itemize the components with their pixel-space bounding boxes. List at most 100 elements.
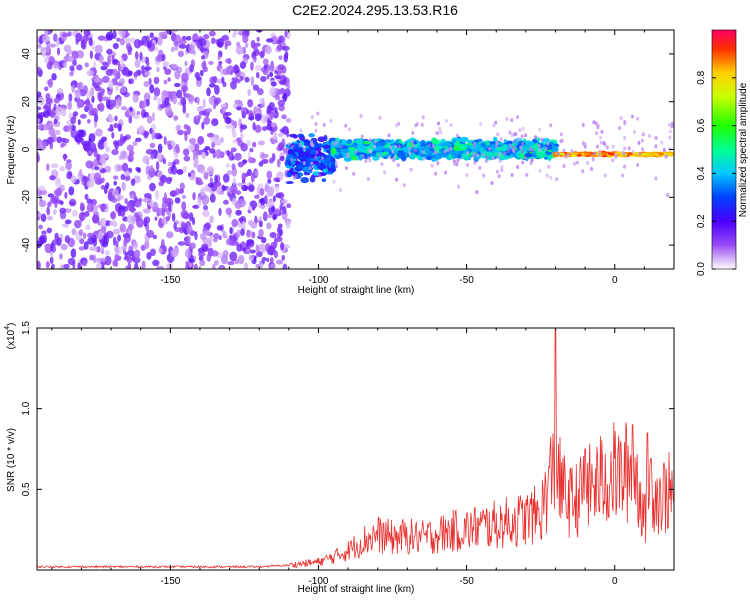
spectrogram-cell bbox=[83, 241, 89, 250]
spectrogram-cell bbox=[528, 146, 532, 151]
spectrogram-cell bbox=[255, 64, 262, 72]
spectrogram-cell bbox=[595, 131, 599, 136]
spectrogram-cell bbox=[270, 205, 276, 213]
spectrogram-cell bbox=[164, 68, 172, 75]
spectrogram-cell bbox=[226, 187, 231, 193]
spectrogram-cell bbox=[146, 115, 153, 124]
spectrogram-cell bbox=[211, 141, 216, 148]
spectrogram-cell bbox=[486, 151, 494, 156]
spectrogram-cell bbox=[105, 230, 114, 239]
spectrogram-cell bbox=[120, 57, 124, 67]
spectrogram-cell bbox=[47, 201, 52, 208]
spectrogram-cell bbox=[496, 146, 502, 152]
spectrogram-cell bbox=[111, 188, 120, 198]
spectrogram-cell bbox=[189, 64, 194, 73]
spectrogram-cell bbox=[277, 192, 285, 199]
spectrogram-cell bbox=[236, 229, 241, 238]
spectrogram-cell bbox=[119, 133, 124, 143]
spectrogram-cell bbox=[239, 75, 244, 81]
spectrogram-cell bbox=[233, 30, 238, 36]
spectrogram-cell bbox=[434, 150, 438, 155]
spectrogram-cell bbox=[144, 239, 150, 250]
spectrogram-cell bbox=[209, 193, 216, 203]
spectrogram-cell bbox=[163, 136, 167, 146]
spectrogram-cell bbox=[176, 169, 184, 175]
spectrogram-cell bbox=[133, 265, 139, 269]
spectrogram-cell bbox=[315, 147, 322, 152]
spectrogram-cell bbox=[50, 163, 59, 169]
spectrogram-cell bbox=[158, 217, 163, 226]
spectrogram-cell bbox=[143, 131, 149, 139]
spectrogram-cell bbox=[270, 139, 279, 144]
spectrogram-cell bbox=[410, 139, 414, 144]
spectrogram-cell bbox=[302, 160, 306, 165]
spectrogram-cell bbox=[67, 101, 73, 110]
spectrogram-cell bbox=[84, 145, 91, 152]
spectrogram-cell bbox=[182, 86, 187, 97]
spectrogram-cell bbox=[235, 45, 244, 55]
spectrogram-cell bbox=[212, 233, 220, 240]
spectrogram-cell bbox=[240, 132, 244, 141]
spectrogram-cell bbox=[265, 38, 274, 43]
spectrogram-cell bbox=[286, 84, 291, 89]
spectrogram-xtick-label: 0 bbox=[612, 275, 618, 286]
spectrogram-cell bbox=[583, 152, 590, 156]
spectrogram-cell bbox=[654, 136, 658, 141]
spectrogram-cell bbox=[176, 124, 182, 130]
spectrogram-cell bbox=[572, 161, 576, 166]
spectrogram-cell bbox=[237, 182, 243, 187]
spectrogram-xtick-label: -50 bbox=[459, 275, 474, 286]
spectrogram-cell bbox=[126, 144, 134, 152]
spectrogram-cell bbox=[237, 254, 245, 265]
spectrogram-cell bbox=[180, 221, 186, 228]
spectrogram-cell bbox=[112, 68, 118, 77]
spectrogram-cell bbox=[98, 164, 103, 170]
spectrogram-cell bbox=[378, 153, 382, 158]
spectrogram-cell bbox=[135, 137, 142, 143]
spectrogram-cell bbox=[125, 175, 131, 181]
spectrogram-cell bbox=[68, 186, 75, 196]
spectrogram-cell bbox=[275, 259, 284, 265]
spectrogram-cell bbox=[119, 37, 125, 46]
spectrogram-cell bbox=[59, 253, 63, 260]
spectrogram-cell bbox=[128, 78, 132, 84]
spectrogram-cell bbox=[215, 149, 222, 159]
spectrogram-cell bbox=[518, 128, 522, 133]
colorbar-tick-label: 0.0 bbox=[696, 262, 707, 276]
spectrogram-cell bbox=[48, 127, 56, 137]
spectrogram-cell bbox=[63, 153, 67, 162]
spectrogram-cell bbox=[225, 124, 233, 129]
spectrogram-cell bbox=[225, 238, 232, 246]
spectrogram-cell bbox=[412, 143, 416, 148]
spectrogram-cell bbox=[144, 71, 151, 77]
spectrogram-cell bbox=[202, 200, 207, 206]
spectrogram-cell bbox=[434, 145, 440, 152]
spectrogram-cell bbox=[335, 140, 339, 145]
spectrogram-cell bbox=[129, 193, 135, 200]
spectrogram-cell bbox=[392, 158, 396, 163]
spectrogram-cell bbox=[271, 35, 278, 45]
spectrogram-cell bbox=[44, 243, 52, 248]
spectrogram-cell bbox=[101, 265, 105, 269]
spectrogram-cell bbox=[344, 166, 348, 171]
spectrogram-cell bbox=[51, 73, 57, 81]
spectrogram-cell bbox=[127, 51, 132, 56]
spectrogram-cell bbox=[351, 156, 357, 161]
spectrogram-cell bbox=[434, 139, 441, 145]
spectrogram-cell bbox=[143, 111, 149, 118]
spectrogram-cell bbox=[177, 50, 185, 58]
spectrogram-cell bbox=[524, 133, 528, 138]
spectrogram-cell bbox=[476, 153, 480, 158]
spectrogram-cell bbox=[201, 243, 209, 252]
spectrogram-cell bbox=[170, 46, 175, 53]
spectrogram-cell bbox=[623, 146, 627, 151]
spectrogram-cell bbox=[507, 148, 511, 153]
spectrogram-cell bbox=[280, 242, 285, 251]
spectrogram-cell bbox=[254, 219, 259, 224]
spectrogram-cell bbox=[71, 228, 77, 236]
spectrogram-cell bbox=[510, 133, 514, 138]
colorbar-tick-label: 0.8 bbox=[696, 70, 707, 84]
spectrogram-cell bbox=[636, 116, 640, 121]
spectrogram-cell bbox=[186, 225, 193, 234]
spectrogram-cell bbox=[250, 61, 254, 71]
